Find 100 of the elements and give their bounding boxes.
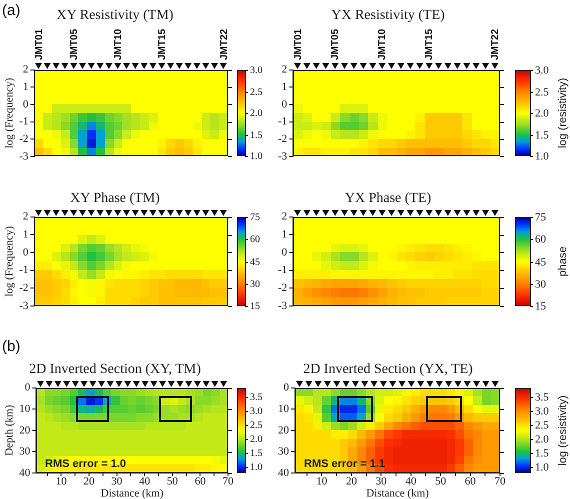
color-bar-label: 15: [535, 300, 546, 312]
x-tick-label: JMT01: [34, 28, 45, 60]
color-bar-label: 1.0: [250, 462, 262, 474]
color-bar-label: 2.0: [535, 107, 550, 120]
x-tick-label: JMT05: [330, 28, 341, 60]
x-tick-label: 10: [316, 475, 328, 488]
color-bar-title: phase: [557, 246, 570, 276]
x-tick-label: JMT22: [490, 28, 501, 60]
chart-title: XY Phase (TM): [70, 191, 160, 206]
color-bar-label: 2.5: [250, 87, 262, 98]
color-bar-label: 3.0: [250, 406, 262, 418]
color-bar-label: 2.0: [250, 108, 262, 120]
chart-title: 2D Inverted Section (YX, TE): [303, 362, 474, 378]
annotation: RMS error = 1.0: [45, 458, 126, 470]
x-tick-label: 20: [84, 475, 96, 488]
annotation: RMS error = 1.1: [304, 458, 386, 470]
x-tick-label: 60: [194, 475, 206, 488]
color-bar-label: 45: [535, 256, 546, 268]
color-bar-label: 2.5: [535, 419, 550, 432]
color-bar-label: 3.5: [250, 392, 262, 404]
chart-title: YX Resistivity (TE): [331, 8, 446, 24]
y-tick-label: 10: [19, 402, 31, 415]
color-bar-label: 75: [250, 212, 260, 224]
chart-title: 2D Inverted Section (XY, TM): [29, 362, 202, 378]
x-axis-title: Distance (km): [366, 487, 430, 499]
y-tick-label: 20: [19, 424, 31, 436]
x-axis-title: Distance (km): [100, 487, 164, 499]
y-tick-label: 0: [284, 382, 290, 394]
y-tick-label: 10: [278, 402, 290, 415]
color-bar-label: 3.0: [535, 405, 550, 418]
y-tick-label: 30: [19, 446, 31, 458]
y-tick-label: 0: [22, 246, 29, 258]
y-tick-label: 40: [19, 466, 31, 479]
y-tick-label: -2: [278, 282, 288, 294]
y-tick-label: 1: [22, 228, 28, 241]
y-tick-label: -2: [19, 132, 28, 145]
x-tick-label: 70: [222, 475, 234, 488]
color-bar-label: 1.0: [535, 150, 550, 162]
y-tick-label: 0: [282, 98, 288, 110]
color-bar-label: 30: [250, 279, 260, 290]
x-tick-label: 30: [376, 475, 388, 488]
text: (b): [2, 338, 20, 355]
color-bar-label: 2.5: [250, 420, 262, 432]
y-tick-label: -1: [278, 264, 288, 276]
y-axis-title: log (Frequency): [3, 77, 16, 148]
y-tick-label: 1: [22, 81, 28, 94]
y-tick-label: -3: [278, 150, 288, 162]
x-tick-label: 50: [166, 475, 178, 488]
y-tick-label: 2: [22, 210, 28, 223]
y-tick-label: -3: [19, 300, 29, 312]
x-tick-label: JMT22: [218, 28, 230, 60]
y-tick-label: 0: [282, 246, 288, 258]
color-bar-label: 30: [535, 278, 546, 290]
color-bar-label: 60: [535, 233, 546, 246]
y-axis-title: Depth (km): [3, 404, 16, 456]
y-tick-label: 30: [278, 446, 290, 458]
y-tick-label: 0: [22, 98, 29, 110]
color-bar-label: 2.0: [250, 434, 262, 446]
color-bar-label: 1.0: [250, 151, 262, 162]
x-tick-label: 30: [111, 475, 123, 488]
color-bar-label: 1.5: [535, 447, 550, 460]
color-bar-title: log (resistivity): [557, 395, 570, 466]
x-tick-label: 50: [435, 475, 447, 488]
chart-title: YX Phase (TE): [344, 191, 432, 206]
x-tick-label: 20: [346, 475, 358, 488]
chart-title: XY Resistivity (TM): [56, 8, 174, 24]
color-bar-label: 1.0: [535, 461, 550, 474]
x-tick-label: JMT10: [376, 28, 388, 60]
color-bar-label: 15: [250, 301, 260, 312]
color-bar-label: 3.5: [535, 391, 550, 404]
x-tick-label: 40: [405, 475, 417, 488]
y-tick-label: 40: [278, 466, 290, 479]
x-tick-label: 40: [139, 475, 151, 488]
text: (a): [2, 2, 20, 19]
y-tick-label: -1: [19, 264, 28, 276]
y-tick-label: -2: [278, 132, 288, 145]
y-tick-label: 2: [282, 210, 288, 223]
y-tick-label: -3: [19, 150, 29, 162]
y-tick-label: 2: [22, 64, 28, 76]
y-tick-label: 1: [282, 228, 288, 241]
y-tick-label: 1: [282, 81, 288, 94]
color-bar-label: 3.0: [250, 65, 262, 76]
x-tick-label: JMT15: [424, 28, 435, 60]
color-bar-label: 60: [250, 234, 260, 246]
color-bar-label: 3.0: [535, 64, 550, 76]
x-tick-label: JMT05: [68, 28, 80, 60]
color-bar-title: log (resistivity): [557, 78, 570, 148]
color-bar-label: 1.5: [250, 448, 262, 460]
color-bar-label: 2.5: [535, 86, 550, 98]
x-tick-label: JMT10: [112, 28, 124, 60]
color-bar-label: 75: [535, 211, 546, 224]
color-bar-label: 1.5: [250, 130, 262, 142]
y-tick-label: -2: [19, 282, 28, 294]
y-axis-title: log (Frequency): [3, 226, 16, 297]
x-tick-label: JMT15: [156, 28, 168, 60]
x-tick-label: JMT01: [292, 28, 304, 60]
x-tick-label: 10: [56, 475, 68, 488]
color-bar-label: 2.0: [535, 433, 550, 446]
x-tick-label: 70: [494, 475, 506, 488]
y-tick-label: 0: [24, 382, 31, 394]
